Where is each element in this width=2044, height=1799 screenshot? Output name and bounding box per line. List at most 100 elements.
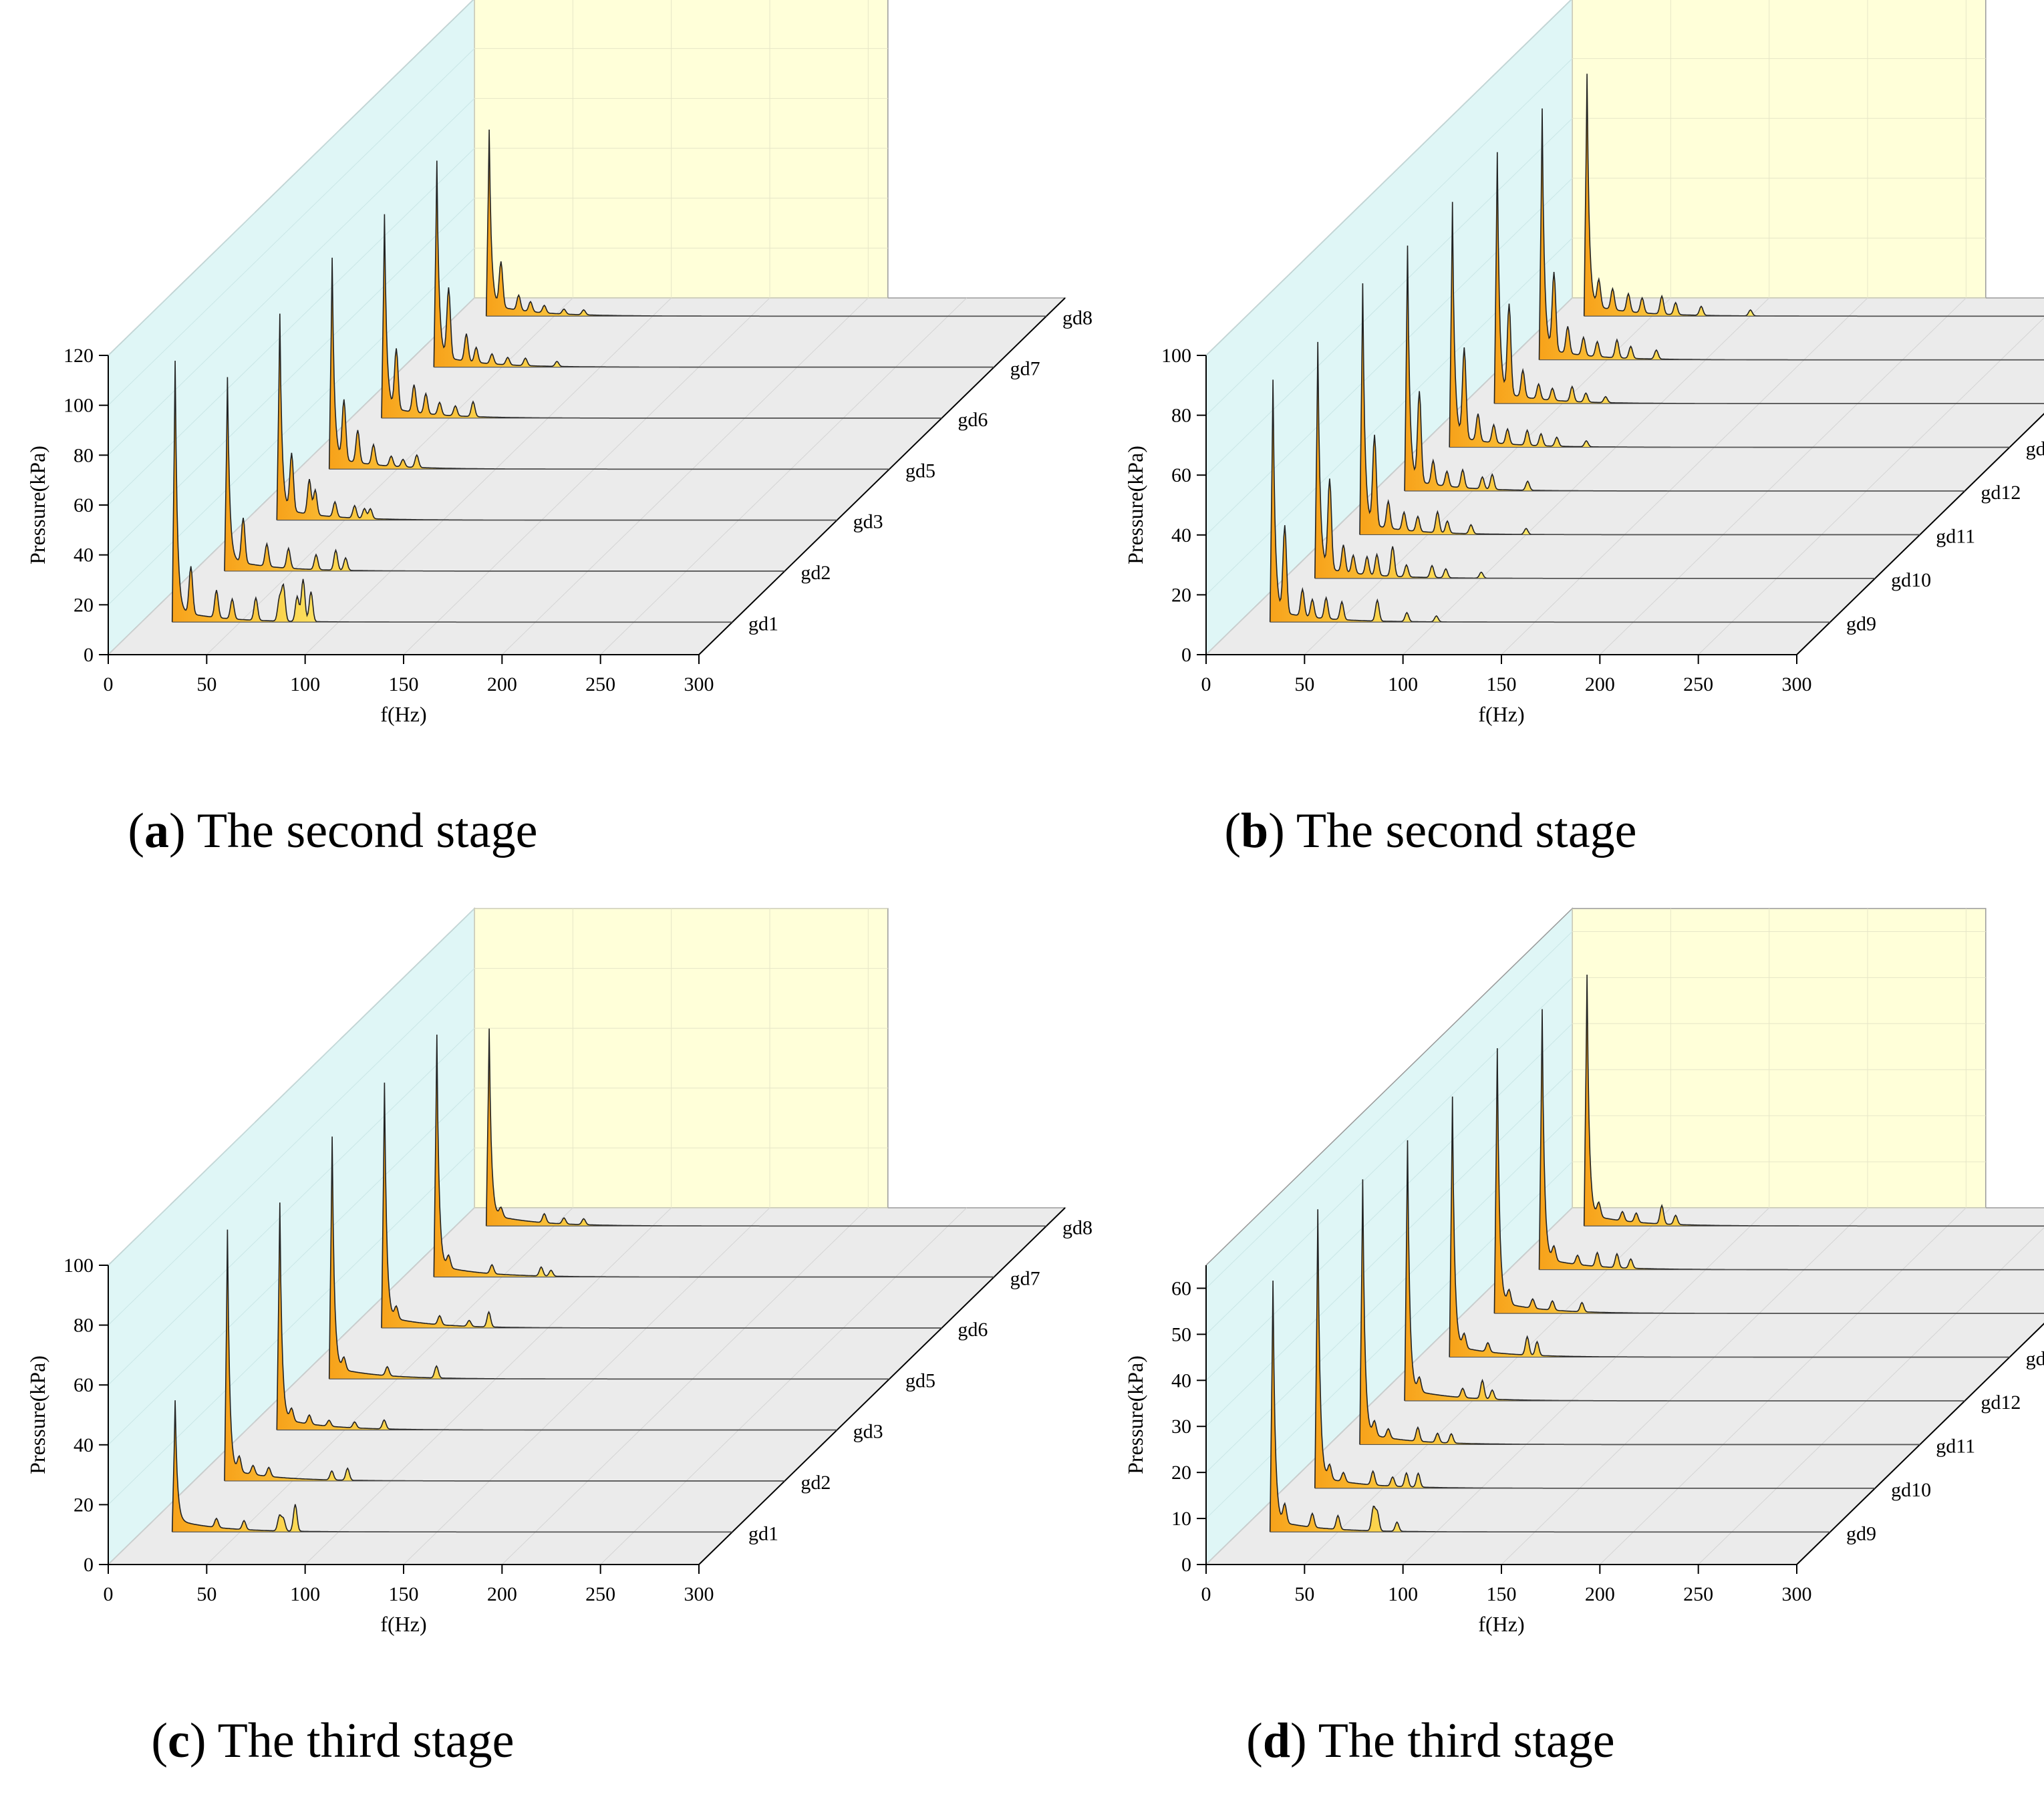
- y-tick-label: 0: [84, 644, 94, 666]
- x-tick-label: 250: [585, 1583, 615, 1605]
- floor-grid-line: [1501, 1207, 1868, 1565]
- floor-grid-line: [501, 1207, 869, 1565]
- series-label: gd3: [853, 511, 883, 533]
- y-tick-label: 100: [63, 395, 94, 417]
- series-label: gd10: [1891, 1479, 1931, 1501]
- x-tick-label: 50: [196, 673, 216, 695]
- back-wall: [474, 0, 889, 299]
- x-tick-label: 300: [1782, 1583, 1812, 1605]
- y-tick-label: 100: [1161, 345, 1191, 367]
- floor-grid-line: [1698, 317, 2044, 655]
- x-tick-label: 100: [290, 673, 320, 695]
- x-tick-label: 50: [196, 1583, 216, 1605]
- y-axis-label: Pressure(kPa): [1123, 1355, 1147, 1474]
- side-grid-line: [1205, 1115, 1573, 1473]
- side-grid-line: [108, 148, 475, 506]
- floor-grid-line: [1599, 297, 1966, 655]
- x-tick-label: 100: [290, 1583, 320, 1605]
- x-tick-label: 200: [487, 1583, 517, 1605]
- series-label: gd6: [958, 1319, 988, 1341]
- series-label: gd7: [1010, 358, 1040, 380]
- x-axis-label: f(Hz): [380, 1612, 426, 1636]
- series-label: gd5: [905, 1369, 935, 1392]
- y-tick-label: 30: [1171, 1416, 1191, 1438]
- y-tick-label: 60: [74, 1374, 94, 1396]
- z-axis: [698, 297, 1066, 655]
- side-grid-line: [108, 1148, 475, 1505]
- series-label: gd2: [800, 1472, 831, 1494]
- y-tick-label: 100: [63, 1255, 94, 1277]
- side-grid-line: [108, 1027, 475, 1385]
- side-grid-line: [108, 968, 475, 1325]
- x-tick-label: 150: [1487, 673, 1517, 695]
- side-grid-line: [108, 908, 475, 1266]
- y-tick-label: 40: [74, 1434, 94, 1456]
- y-tick-label: 60: [74, 494, 94, 516]
- side-grid-line: [108, 247, 475, 605]
- panel-caption: (c) The third stage: [151, 1713, 514, 1768]
- x-tick-label: 0: [1201, 1583, 1211, 1605]
- series-label: gd12: [1981, 1392, 2021, 1414]
- y-tick-label: 0: [84, 1554, 94, 1576]
- y-axis-label: Pressure(kPa): [25, 1355, 49, 1474]
- side-grid-line: [1205, 1069, 1573, 1427]
- series-label: gd9: [1846, 613, 1876, 635]
- floor-grid-line: [1205, 1207, 1573, 1565]
- x-axis-label: f(Hz): [380, 702, 426, 726]
- series-label: gd13: [2026, 1348, 2044, 1370]
- y-tick-label: 60: [1171, 1277, 1191, 1299]
- y-tick-label: 80: [74, 444, 94, 466]
- x-tick-label: 0: [104, 1583, 114, 1605]
- series-label: gd2: [800, 562, 831, 584]
- x-tick-label: 300: [1782, 673, 1812, 695]
- caption-paren-open: (: [1246, 1713, 1263, 1768]
- floor-grid-line: [600, 297, 968, 655]
- x-tick-label: 50: [1294, 673, 1314, 695]
- x-tick-label: 200: [1585, 1583, 1615, 1605]
- series-label: gd6: [958, 409, 988, 431]
- x-tick-label: 300: [684, 1583, 714, 1605]
- back-wall: [1572, 0, 1987, 299]
- side-grid-line: [1205, 977, 1573, 1335]
- floor-grid-line: [305, 1207, 672, 1565]
- y-tick-label: 20: [1171, 1462, 1191, 1484]
- x-axis-label: f(Hz): [1478, 702, 1524, 726]
- side-grid-line: [1205, 0, 1572, 356]
- x-tick-label: 250: [1683, 1583, 1713, 1605]
- y-tick-label: 0: [1181, 1554, 1191, 1576]
- caption-letter: b: [1241, 804, 1268, 858]
- y-tick-label: 20: [74, 1494, 94, 1516]
- panel-caption: (d) The third stage: [1246, 1713, 1614, 1768]
- series-label: gd10: [1891, 569, 1931, 591]
- floor-grid-line: [403, 1207, 770, 1565]
- y-axis-label: Pressure(kPa): [25, 446, 49, 564]
- caption-paren-open: (: [1224, 804, 1241, 858]
- side-grid-line: [1205, 118, 1573, 476]
- floor-grid-line: [1599, 1207, 1966, 1565]
- x-axis-label: f(Hz): [1478, 1612, 1524, 1636]
- series-label: gd11: [1936, 525, 1975, 547]
- floor-grid-line: [1698, 1227, 2044, 1565]
- x-tick-label: 150: [389, 673, 419, 695]
- floor-grid-line: [206, 297, 573, 655]
- side-grid-line: [1205, 1161, 1573, 1519]
- y-tick-label: 40: [1171, 1369, 1191, 1392]
- caption-paren-open: (: [151, 1713, 168, 1768]
- x-tick-label: 300: [684, 673, 714, 695]
- panel-b: 0 50 100 150 200 250 300 0 20 40 60 80 100 f(Hz) Press…: [1123, 0, 2044, 858]
- z-axis: [1796, 413, 2044, 655]
- series-label: gd9: [1846, 1522, 1876, 1544]
- floor-grid-line: [403, 297, 770, 655]
- caption-letter: d: [1263, 1713, 1290, 1768]
- floor-grid-line: [305, 297, 672, 655]
- y-tick-label: 80: [1171, 405, 1191, 427]
- panel-d: 0 50 100 150 200 250 300 0 10 20 30 40 50 60 f(Hz) Pres…: [1123, 907, 2044, 1768]
- x-tick-label: 50: [1294, 1583, 1314, 1605]
- x-tick-label: 200: [487, 673, 517, 695]
- y-axis-label: Pressure(kPa): [1123, 446, 1147, 564]
- side-grid-line: [1205, 931, 1573, 1289]
- x-tick-label: 100: [1388, 673, 1418, 695]
- series-label: gd7: [1010, 1268, 1040, 1290]
- x-tick-label: 200: [1585, 673, 1615, 695]
